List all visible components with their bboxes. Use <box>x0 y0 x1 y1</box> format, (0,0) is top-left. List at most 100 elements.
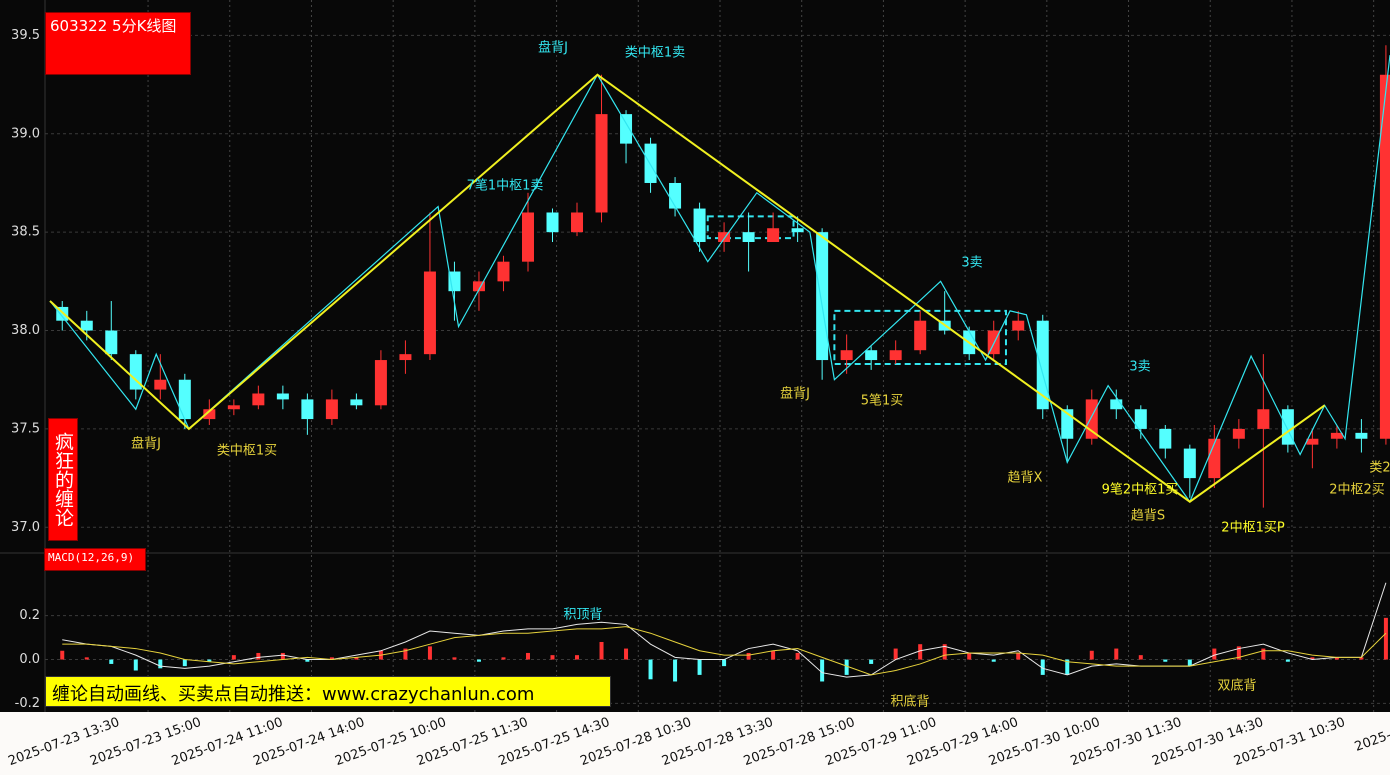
macd-bar <box>403 648 408 660</box>
macd-bar <box>1163 659 1168 662</box>
candle-body <box>252 393 265 406</box>
candle-body <box>571 212 584 233</box>
macd-bar <box>1187 659 1192 667</box>
footer: 缠论自动画线、买卖点自动推送：www.crazychanlun.com <box>52 684 535 705</box>
stroke-line <box>49 73 1326 503</box>
macd-bar <box>893 648 898 660</box>
candle-body <box>227 405 240 410</box>
macd-bar <box>771 650 776 660</box>
candle-body <box>423 271 436 355</box>
macd-bar <box>329 657 334 660</box>
annotation: 积顶背 <box>563 608 602 623</box>
macd-bar <box>1114 648 1119 660</box>
title: 603322 5分K线图 <box>50 17 177 35</box>
macd-bar <box>501 657 506 660</box>
candle-body <box>129 354 142 390</box>
candle-body <box>767 228 780 243</box>
annotation: 类2 <box>1369 461 1390 476</box>
macd-bar <box>207 659 212 662</box>
macd-bar <box>354 657 359 660</box>
candle-body <box>1110 399 1123 410</box>
macd-bar <box>599 641 604 660</box>
annotation: 盘背J <box>538 40 568 56</box>
candle-body <box>472 281 485 292</box>
y-tick-label: 38.5 <box>11 225 40 240</box>
candle-body <box>1208 438 1221 479</box>
candle-body <box>816 232 829 361</box>
candle-body <box>374 360 387 406</box>
macd-bar <box>427 646 432 660</box>
candle-body <box>178 379 191 420</box>
macd-bar <box>1040 659 1045 675</box>
macd-bar <box>133 659 138 671</box>
candle-body <box>80 320 93 331</box>
annotation: 双底背 <box>1217 678 1256 694</box>
candle-body <box>620 114 633 144</box>
macd-bar <box>1138 655 1143 660</box>
macd-bar <box>1285 659 1290 662</box>
annotation: 趋背S <box>1131 509 1165 524</box>
candle-body <box>105 330 118 355</box>
badge-box: 疯狂的缠论 <box>48 418 78 541</box>
candle-body <box>914 320 927 351</box>
candle-body <box>1330 432 1343 439</box>
macd-bar <box>844 659 849 675</box>
y-tick-label: 37.5 <box>11 421 40 436</box>
macd-bar <box>673 659 678 682</box>
candle-body <box>1012 320 1025 331</box>
y-tick-label: 39.0 <box>11 126 40 141</box>
candle-body <box>865 350 878 361</box>
candle-body <box>203 409 216 420</box>
macd-bar <box>1261 648 1266 660</box>
candle-body <box>546 212 559 233</box>
candle-body <box>791 228 804 233</box>
candle-body <box>399 354 412 361</box>
macd-bar <box>624 648 629 660</box>
badge: 疯狂的缠论 <box>52 432 74 527</box>
macd-bar <box>1236 646 1241 660</box>
annotation: 2中枢1买P <box>1221 521 1285 536</box>
candle-body <box>742 232 755 243</box>
macd-bar <box>795 652 800 660</box>
candle-body <box>1306 438 1319 445</box>
macd-bar <box>967 652 972 660</box>
y-tick-label: 0.0 <box>19 652 40 667</box>
annotation: 5笔1买 <box>861 393 904 409</box>
annotation: 积底背 <box>890 694 929 710</box>
macd-bar <box>158 659 163 669</box>
macd-bar <box>280 652 285 660</box>
candle-body <box>154 379 167 390</box>
stroke-line <box>49 55 1390 503</box>
candle-body <box>350 399 363 406</box>
annotation: 9笔2中枢1买 <box>1102 482 1179 498</box>
candle-body <box>1257 409 1270 429</box>
background <box>0 0 1390 712</box>
macd-bar <box>991 659 996 662</box>
candle-body <box>1134 409 1147 429</box>
macd-bar <box>942 644 947 660</box>
macd-label-box: MACD(12,26,9) <box>44 548 146 571</box>
macd-bar <box>722 659 727 667</box>
macd-bar <box>1359 657 1364 660</box>
macd-bar <box>60 650 65 660</box>
macd-bar <box>525 652 530 660</box>
macd-bar <box>746 652 751 660</box>
macd-line <box>62 626 1387 676</box>
macd-bar <box>1065 659 1070 675</box>
annotation: 3卖 <box>1129 360 1150 375</box>
candle-body <box>718 232 731 243</box>
x-tick-label: 2025-07-31 <box>1353 715 1390 755</box>
y-tick-label: 0.2 <box>19 608 40 623</box>
macd-bar <box>1089 650 1094 660</box>
candle-body <box>889 350 902 361</box>
macd-bar <box>256 652 261 660</box>
annotation: 盘背J <box>780 386 810 402</box>
macd-bar <box>1212 648 1217 660</box>
macd-bar <box>452 657 457 660</box>
macd-bar <box>84 657 89 660</box>
annotation: 趋背X <box>1008 471 1043 486</box>
y-tick-label: 38.0 <box>11 323 40 338</box>
macd-bar <box>1334 657 1339 660</box>
